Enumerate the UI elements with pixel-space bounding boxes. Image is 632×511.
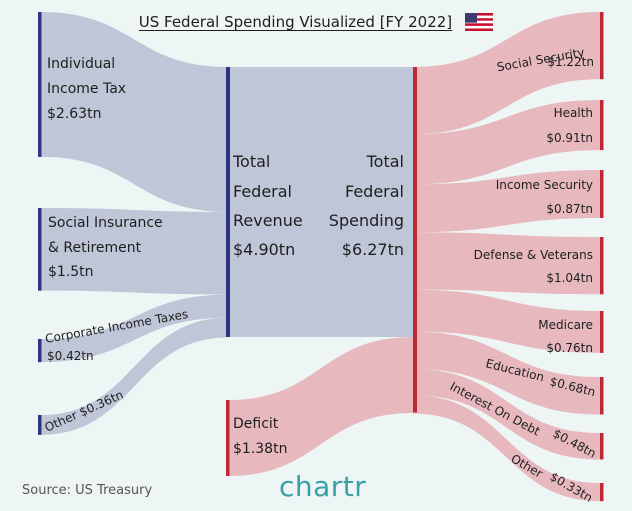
flow-social_security: [413, 12, 600, 135]
flow-defense: [413, 232, 600, 295]
flow-income_tax: [41, 12, 228, 212]
node-medicare: [600, 311, 604, 353]
node-income_tax: [38, 12, 42, 157]
flow-income_security: [413, 170, 600, 233]
revenue-label-line2: Federal: [233, 182, 292, 201]
spending-label: Total Federal Spending $6.27tn: [329, 152, 404, 259]
node-other_rev: [38, 415, 42, 435]
flow-medicare: [413, 289, 600, 353]
source-label-income-tax: Individual Income Tax $2.63tn: [47, 56, 126, 122]
flow-interest: [413, 368, 600, 460]
source-label-social-insurance: Social Insurance & Retirement $1.5tn: [48, 215, 163, 280]
node-social_security: [600, 12, 604, 80]
chartr-logo: chartr: [279, 470, 367, 503]
social-insurance-label: Social Insurance & Retirement: [48, 215, 163, 256]
medicare-value: $0.76tn: [546, 341, 593, 355]
spending-label-line2: Federal: [345, 182, 404, 201]
defense-label: Defense & Veterans: [474, 248, 593, 262]
social-security-value: $1.22tn: [547, 55, 594, 69]
revenue-label: Total Federal Revenue $4.90tn: [232, 152, 303, 259]
us-flag-icon: [465, 13, 494, 31]
flow-other_rev: [41, 317, 228, 435]
node-social_insurance: [38, 208, 42, 291]
flow-health: [413, 100, 600, 185]
income-security-label: Income Security: [496, 178, 593, 192]
node-defense: [600, 237, 604, 295]
source-note: Source: US Treasury: [22, 483, 153, 498]
income-tax-label-line1: Individual Income Tax: [47, 56, 126, 97]
spending-label-line3: Spending: [329, 211, 404, 230]
income-tax-value: $2.63tn: [47, 106, 101, 122]
spending-value: $6.27tn: [342, 240, 404, 259]
node-health: [600, 100, 604, 151]
flow-corporate: [41, 294, 228, 363]
deficit-label-text: Deficit: [233, 416, 279, 432]
revenue-value: $4.90tn: [233, 240, 295, 259]
health-label: Health: [554, 106, 593, 120]
bars-layer: [38, 12, 604, 502]
flow-other_spend: [413, 395, 600, 502]
defense-value: $1.04tn: [546, 271, 593, 285]
medicare-label: Medicare: [538, 318, 593, 332]
income-security-value: $0.87tn: [546, 202, 593, 216]
spending-label-line1: Total: [366, 152, 404, 171]
revenue-label-line3: Revenue: [233, 211, 303, 230]
chart-title-row: US Federal Spending Visualized [FY 2022]: [0, 12, 632, 31]
node-revenue: [226, 67, 230, 337]
flows-layer: [41, 12, 600, 502]
revenue-label-line1: Total: [232, 152, 270, 171]
deficit-value: $1.38tn: [233, 441, 287, 457]
flow-social_insurance: [41, 208, 228, 295]
node-income_security: [600, 170, 604, 218]
other-revenue-label: Other $0.36tn: [43, 388, 126, 435]
flow-revenue-to-spending: [228, 67, 413, 337]
corporate-value: $0.42tn: [47, 349, 94, 363]
health-value: $0.91tn: [546, 131, 593, 145]
node-interest: [600, 433, 604, 460]
node-education: [600, 377, 604, 415]
flow-deficit: [228, 337, 413, 477]
node-corporate: [38, 339, 42, 363]
node-spending: [413, 67, 417, 413]
node-deficit: [226, 400, 230, 477]
deficit-label: Deficit $1.38tn: [233, 416, 287, 457]
chart-title: US Federal Spending Visualized [FY 2022]: [138, 13, 453, 31]
social-insurance-value: $1.5tn: [48, 264, 94, 280]
other-spending-label: Other: [509, 451, 546, 480]
node-other_spend: [600, 483, 604, 502]
flow-education: [413, 331, 600, 415]
